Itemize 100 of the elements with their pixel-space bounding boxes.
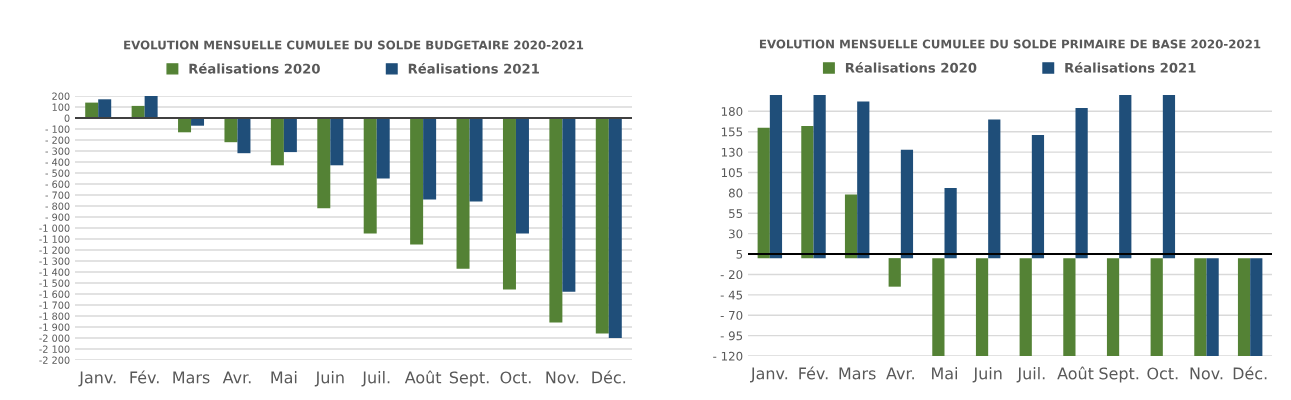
x-tick-label: Avr. bbox=[886, 367, 914, 380]
bar bbox=[900, 149, 914, 259]
x-tick-label: Fév. bbox=[799, 366, 828, 380]
bar bbox=[769, 95, 783, 259]
y-tick-label: 200 bbox=[52, 92, 70, 100]
y-tick-label: - 900 bbox=[45, 213, 70, 221]
y-tick-label: -1 200 bbox=[39, 246, 70, 254]
y-tick-label: - 400 bbox=[45, 158, 70, 166]
bar bbox=[456, 118, 470, 269]
bar bbox=[1194, 258, 1207, 356]
bar bbox=[283, 118, 297, 153]
y-tick-label: -2 000 bbox=[39, 334, 70, 342]
y-tick-label: - 300 bbox=[45, 147, 70, 155]
x-tick-label: Juin bbox=[972, 367, 1002, 383]
bar bbox=[1063, 258, 1076, 356]
x-tick-label: Juil. bbox=[1016, 367, 1045, 383]
bar bbox=[515, 118, 529, 234]
x-tick-label: Nov. bbox=[546, 371, 579, 384]
x-tick-label: Déc. bbox=[592, 370, 626, 384]
x-tick-label: Oct. bbox=[1147, 367, 1178, 380]
bar bbox=[131, 105, 145, 118]
bar bbox=[1106, 258, 1120, 356]
bar bbox=[376, 118, 390, 179]
bar bbox=[608, 118, 622, 338]
bar bbox=[1150, 258, 1163, 356]
x-tick-label: Juin bbox=[314, 371, 344, 387]
y-tick-label: - 800 bbox=[45, 202, 70, 210]
y-tick-label: 180 bbox=[721, 107, 743, 116]
chart-title: EVOLUTION MENSUELLE CUMULEE DU SOLDE BUDGETAIRE 2020-2021 bbox=[124, 40, 584, 50]
bar bbox=[857, 101, 870, 259]
bar bbox=[98, 99, 112, 118]
y-tick-label: - 700 bbox=[45, 191, 70, 199]
bar bbox=[410, 118, 424, 245]
y-tick-label: -1 400 bbox=[39, 268, 70, 276]
x-tick-label: Déc. bbox=[1233, 366, 1267, 380]
bar bbox=[813, 95, 826, 259]
legend-label: Réalisations 2021 bbox=[1065, 62, 1196, 73]
y-tick-label: 30 bbox=[729, 229, 743, 239]
x-tick-label: Fév. bbox=[130, 370, 159, 384]
bar bbox=[988, 119, 1001, 259]
x-tick-label: Oct. bbox=[500, 371, 531, 384]
bar bbox=[801, 125, 814, 259]
bar bbox=[1237, 258, 1251, 356]
x-tick-label: Janv. bbox=[78, 371, 116, 387]
legend-label: Réalisations 2020 bbox=[845, 62, 977, 73]
bar bbox=[549, 118, 563, 323]
bar bbox=[757, 127, 770, 259]
x-tick-label: Janv. bbox=[750, 367, 788, 383]
y-tick-label: -1 300 bbox=[39, 257, 70, 265]
y-tick-label: 155 bbox=[721, 127, 743, 137]
bar bbox=[844, 194, 858, 259]
bar bbox=[423, 118, 437, 200]
x-tick-label: Mars bbox=[173, 371, 210, 384]
y-tick-label: -1 500 bbox=[39, 279, 70, 287]
x-tick-label: Avr. bbox=[222, 371, 251, 384]
bar bbox=[224, 118, 238, 143]
y-tick-label: -1 700 bbox=[39, 301, 70, 309]
y-tick-label: 5 bbox=[736, 249, 743, 259]
bar bbox=[1019, 258, 1032, 356]
bar bbox=[363, 118, 377, 234]
x-tick-label: Sept. bbox=[1099, 367, 1139, 383]
y-tick-label: -1 800 bbox=[39, 312, 70, 320]
x-tick-label: Mai bbox=[271, 371, 297, 384]
y-tick-label: 130 bbox=[721, 147, 743, 157]
bar bbox=[975, 258, 989, 356]
x-tick-label: Mai bbox=[932, 367, 958, 380]
y-tick-label: -2 100 bbox=[39, 345, 70, 353]
bar bbox=[237, 118, 251, 154]
bar bbox=[270, 118, 284, 166]
y-tick-label: -1 600 bbox=[39, 290, 70, 298]
bar bbox=[944, 187, 957, 259]
bar bbox=[562, 118, 576, 292]
bar bbox=[85, 102, 99, 118]
y-tick-label: - 20 bbox=[720, 270, 743, 280]
x-tick-label: Août bbox=[404, 370, 442, 384]
y-tick-label: - 120 bbox=[713, 351, 743, 361]
y-tick-label: 80 bbox=[728, 188, 743, 198]
bar bbox=[1250, 258, 1263, 356]
x-tick-label: Août bbox=[1057, 366, 1094, 380]
x-tick-label: Nov. bbox=[1190, 367, 1223, 380]
y-tick-label: -2 200 bbox=[39, 356, 70, 364]
y-tick-label: - 45 bbox=[720, 290, 743, 300]
bar bbox=[317, 118, 331, 209]
bar bbox=[144, 96, 158, 118]
bar bbox=[1162, 95, 1176, 259]
bar bbox=[1031, 134, 1045, 259]
y-tick-label: 55 bbox=[729, 209, 743, 218]
legend-label: Réalisations 2021 bbox=[408, 62, 539, 74]
y-tick-label: 105 bbox=[721, 168, 743, 178]
y-tick-label: - 500 bbox=[45, 169, 70, 177]
bar bbox=[178, 118, 192, 133]
x-tick-label: Sept. bbox=[449, 371, 489, 387]
x-tick-label: Juil. bbox=[361, 371, 390, 387]
y-tick-label: -1 900 bbox=[39, 323, 70, 331]
chart-title: EVOLUTION MENSUELLE CUMULEE DU SOLDE PRIMAIRE DE BASE 2020-2021 bbox=[759, 39, 1261, 49]
y-tick-label: -1 000 bbox=[39, 224, 70, 232]
y-tick-label: - 600 bbox=[45, 180, 70, 188]
bar bbox=[888, 258, 901, 287]
bar bbox=[595, 118, 609, 334]
bar bbox=[1075, 108, 1088, 259]
